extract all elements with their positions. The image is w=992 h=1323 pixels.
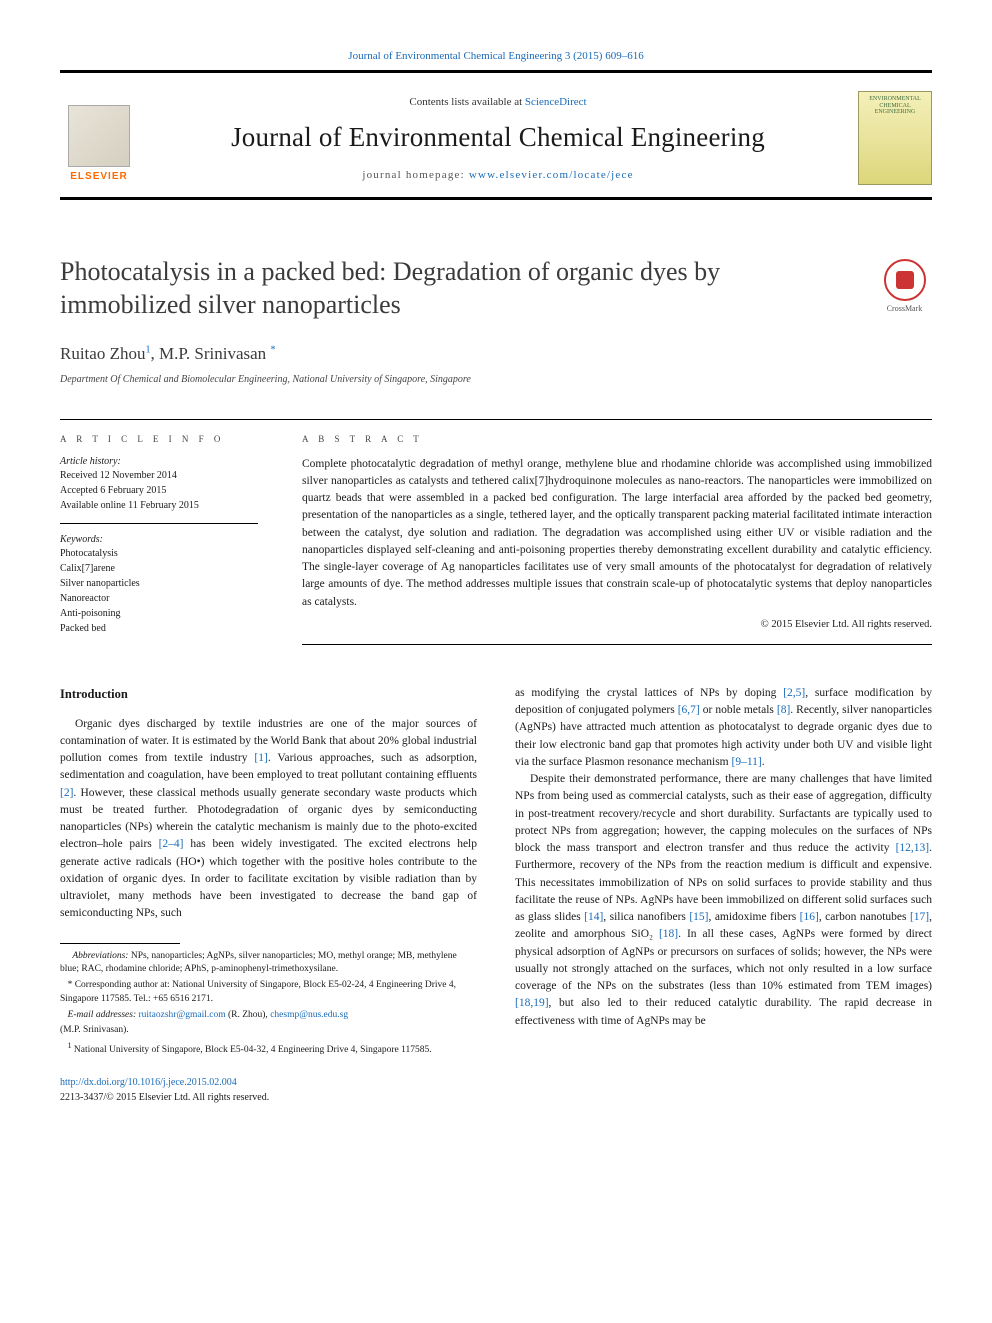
ref-9-11[interactable]: [9–11]: [732, 756, 762, 768]
doi-block: http://dx.doi.org/10.1016/j.jece.2015.02…: [60, 1076, 477, 1105]
ref-2-4[interactable]: [2–4]: [159, 838, 184, 850]
ref-15[interactable]: [15]: [689, 911, 708, 923]
email-1[interactable]: ruitaozshr@gmail.com: [138, 1010, 225, 1020]
cover-text: ENVIRONMENTAL CHEMICAL ENGINEERING: [863, 96, 927, 116]
email-label: E-mail addresses:: [68, 1010, 139, 1020]
running-head: Journal of Environmental Chemical Engine…: [60, 50, 932, 62]
intro-para-1: Organic dyes discharged by textile indus…: [60, 716, 477, 923]
elsevier-tree-icon: [68, 105, 130, 167]
ref-18-19[interactable]: [18,19]: [515, 997, 549, 1009]
abstract-heading: A B S T R A C T: [302, 434, 932, 444]
body-col-left: Introduction Organic dyes discharged by …: [60, 685, 477, 1105]
ref-17[interactable]: [17]: [910, 911, 929, 923]
author-1: Ruitao Zhou: [60, 344, 145, 363]
journal-homepage: journal homepage: www.elsevier.com/locat…: [148, 169, 848, 181]
t: or noble metals: [700, 704, 777, 716]
keyword-0: Photocatalysis: [60, 546, 258, 561]
history-label: Article history:: [60, 456, 258, 467]
right-para-1: as modifying the crystal lattices of NPs…: [515, 685, 932, 771]
ref-18[interactable]: [18]: [659, 928, 678, 940]
affiliation: Department Of Chemical and Biomolecular …: [60, 374, 932, 385]
t: , carbon nanotubes: [819, 911, 910, 923]
running-head-link[interactable]: Journal of Environmental Chemical Engine…: [348, 50, 643, 62]
body-col-right: as modifying the crystal lattices of NPs…: [515, 685, 932, 1105]
right-para-2: Despite their demonstrated performance, …: [515, 771, 932, 1030]
article-title: Photocatalysis in a packed bed: Degradat…: [60, 255, 857, 322]
elsevier-logo: ELSEVIER: [60, 94, 138, 182]
homepage-prefix: journal homepage:: [362, 169, 469, 181]
crossmark-label: CrossMark: [877, 304, 932, 313]
ref-1[interactable]: [1]: [254, 752, 267, 764]
elsevier-wordmark: ELSEVIER: [70, 171, 127, 182]
keyword-3: Nanoreactor: [60, 591, 258, 606]
article-info-col: A R T I C L E I N F O Article history: R…: [60, 420, 280, 645]
section-heading-intro: Introduction: [60, 685, 477, 704]
email-2[interactable]: chesmp@nus.edu.sg: [270, 1010, 348, 1020]
corr-star: *: [68, 980, 75, 990]
keywords-label: Keywords:: [60, 534, 258, 545]
footnotes: Abbreviations: NPs, nanoparticles; AgNPs…: [60, 950, 477, 1059]
ref-2[interactable]: [2]: [60, 787, 73, 799]
history-received: Received 12 November 2014: [60, 468, 258, 483]
history-accepted: Accepted 6 February 2015: [60, 483, 258, 498]
ref-2-5[interactable]: [2,5]: [783, 687, 805, 699]
keyword-2: Silver nanoparticles: [60, 576, 258, 591]
author-sep: ,: [150, 344, 159, 363]
keyword-4: Anti-poisoning: [60, 606, 258, 621]
issn-line: 2213-3437/© 2015 Elsevier Ltd. All right…: [60, 1091, 477, 1106]
abstract-text: Complete photocatalytic degradation of m…: [302, 456, 932, 611]
doi-link[interactable]: http://dx.doi.org/10.1016/j.jece.2015.02…: [60, 1077, 237, 1088]
contents-line: Contents lists available at ScienceDirec…: [148, 96, 848, 108]
email-2-who: (M.P. Srinivasan).: [60, 1025, 129, 1035]
homepage-link[interactable]: www.elsevier.com/locate/jece: [469, 169, 634, 181]
t: Despite their demonstrated performance, …: [515, 773, 932, 854]
note1-text: National University of Singapore, Block …: [72, 1045, 432, 1055]
ref-6-7[interactable]: [6,7]: [678, 704, 700, 716]
t: , but also led to their reduced catalyti…: [515, 997, 932, 1026]
corr-text: Corresponding author at: National Univer…: [60, 980, 456, 1004]
journal-header: ELSEVIER Contents lists available at Sci…: [60, 73, 932, 200]
ref-12-13[interactable]: [12,13]: [896, 842, 930, 854]
t: , amidoxime fibers: [709, 911, 800, 923]
author-2: M.P. Srinivasan: [159, 344, 266, 363]
contents-prefix: Contents lists available at: [409, 96, 524, 108]
t: .: [762, 756, 765, 768]
abstract-col: A B S T R A C T Complete photocatalytic …: [280, 420, 932, 645]
authors-line: Ruitao Zhou1, M.P. Srinivasan *: [60, 344, 932, 364]
journal-cover-thumb: ENVIRONMENTAL CHEMICAL ENGINEERING: [858, 91, 932, 185]
t: as modifying the crystal lattices of NPs…: [515, 687, 783, 699]
keyword-5: Packed bed: [60, 621, 258, 636]
sciencedirect-link[interactable]: ScienceDirect: [525, 96, 587, 108]
t: , silica nanofibers: [603, 911, 689, 923]
author-2-note[interactable]: *: [270, 344, 275, 355]
header-center: Contents lists available at ScienceDirec…: [138, 96, 858, 181]
keyword-1: Calix[7]arene: [60, 561, 258, 576]
ref-14[interactable]: [14]: [584, 911, 603, 923]
abstract-copyright: © 2015 Elsevier Ltd. All rights reserved…: [302, 619, 932, 630]
crossmark-icon: [884, 259, 926, 301]
history-online: Available online 11 February 2015: [60, 498, 258, 513]
abbrev-label: Abbreviations:: [72, 951, 128, 961]
abstract-bottom-rule: [302, 644, 932, 645]
email-1-who: (R. Zhou),: [226, 1010, 271, 1020]
article-info-heading: A R T I C L E I N F O: [60, 434, 258, 444]
journal-title: Journal of Environmental Chemical Engine…: [148, 122, 848, 153]
t: has been widely investigated. The excite…: [60, 838, 477, 919]
ref-8[interactable]: [8]: [777, 704, 790, 716]
ref-16[interactable]: [16]: [800, 911, 819, 923]
footnote-rule: [60, 943, 180, 944]
crossmark-badge[interactable]: CrossMark: [877, 259, 932, 313]
